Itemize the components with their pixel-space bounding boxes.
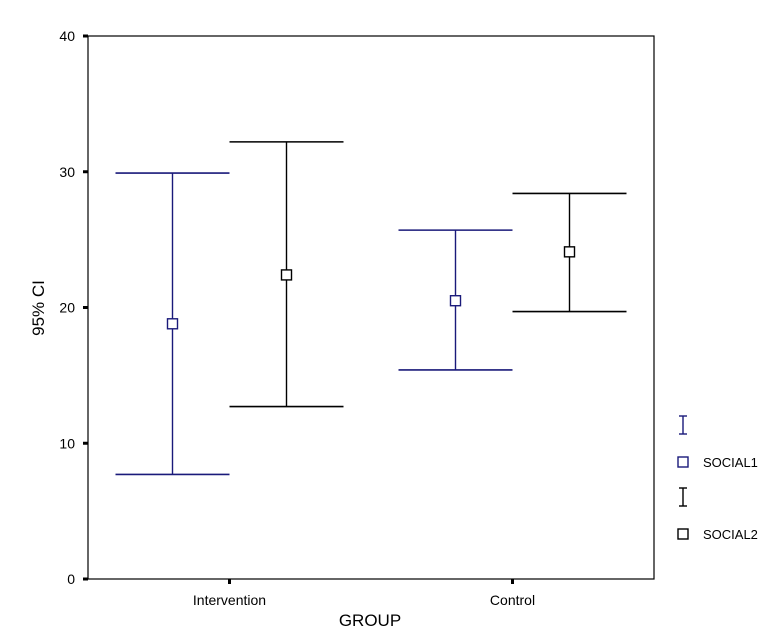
legend-marker-icon <box>677 528 689 540</box>
legend-marker-icon <box>677 456 689 468</box>
x-axis-title: GROUP <box>339 611 401 630</box>
mean-marker <box>166 318 179 330</box>
y-tick-label: 40 <box>59 28 75 44</box>
y-tick-label: 0 <box>67 571 75 587</box>
error-bar-social2-intervention <box>229 141 344 408</box>
y-tick-label: 10 <box>59 435 75 451</box>
mean-marker <box>563 246 576 258</box>
error-bars <box>115 141 627 476</box>
legend-label: SOCIAL1 <box>703 455 758 470</box>
y-axis-title: 95% CI <box>29 280 48 336</box>
error-bar-social1-intervention <box>115 172 230 476</box>
y-axis: 0 10 20 30 40 <box>59 28 88 587</box>
error-bar-social1-control <box>398 229 513 371</box>
y-tick-label: 30 <box>59 164 75 180</box>
legend-label: SOCIAL2 <box>703 527 758 542</box>
mean-marker <box>280 269 293 281</box>
legend: SOCIAL1 SOCIAL2 <box>677 415 758 542</box>
error-bar-social2-control <box>512 192 627 313</box>
x-tick-label: Intervention <box>193 592 266 608</box>
y-tick-label: 20 <box>59 300 75 316</box>
x-tick-label: Control <box>490 592 535 608</box>
x-axis: Intervention Control <box>193 579 535 608</box>
mean-marker <box>449 295 462 307</box>
